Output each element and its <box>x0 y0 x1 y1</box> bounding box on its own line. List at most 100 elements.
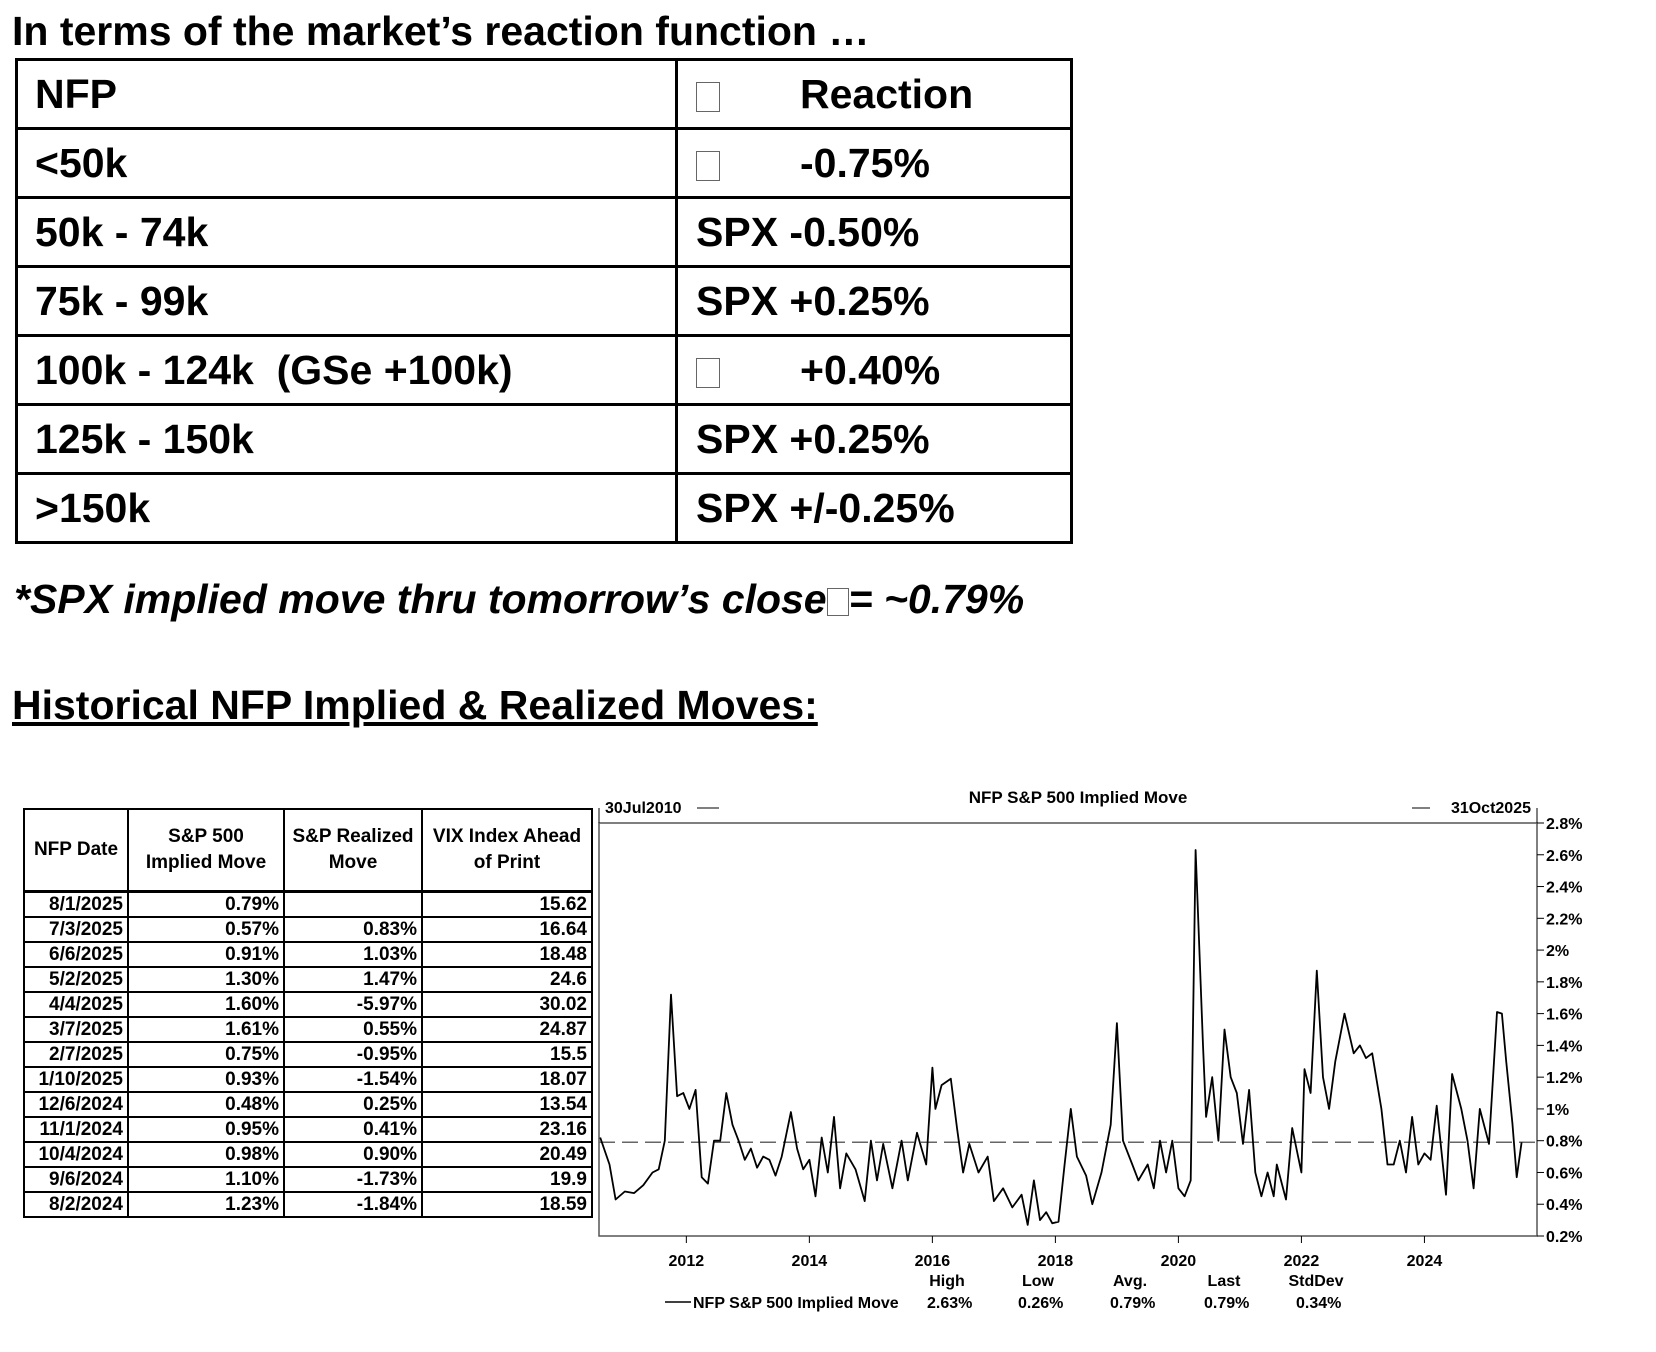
cell: 23.16 <box>421 1116 593 1143</box>
cell: 24.87 <box>421 1016 593 1043</box>
y-tick-label: 1.4% <box>1546 1038 1582 1055</box>
header-row: NFP Date S&P 500 Implied Move S&P Realized… <box>23 808 593 893</box>
glyph-box <box>696 357 720 388</box>
cell: -1.54% <box>283 1066 423 1093</box>
y-tick-label: 0.4% <box>1546 1197 1582 1214</box>
x-tick-label: 2018 <box>1038 1253 1074 1270</box>
cell: -1.73% <box>283 1166 423 1193</box>
cell: 1.10% <box>127 1166 285 1193</box>
table-row: 4/4/2025 1.60% -5.97% 30.02 <box>23 991 593 1018</box>
cell: 19.9 <box>421 1166 593 1193</box>
cell: 12/6/2024 <box>23 1091 129 1118</box>
cell: 24.6 <box>421 966 593 993</box>
table-row: 3/7/2025 1.61% 0.55% 24.87 <box>23 1016 593 1043</box>
cell: 7/3/2025 <box>23 916 129 943</box>
cell: 0.98% <box>127 1141 285 1168</box>
cell-text: +0.40% <box>800 346 941 393</box>
plot-frame <box>598 822 1538 1237</box>
x-tick-label: 2024 <box>1407 1253 1443 1270</box>
y-tick-label: 0.6% <box>1546 1165 1582 1182</box>
reaction-table: NFP Reaction <50k -0.75% 50k - 74k SPX -0.5… <box>15 58 1073 544</box>
cell: 0.25% <box>283 1091 423 1118</box>
end-date: 31Oct2025 <box>1451 800 1531 817</box>
header-cell: S&P 500 Implied Move <box>127 808 285 893</box>
stat-label: Last <box>1208 1273 1242 1290</box>
table-row: 100k - 124k (GSe +100k) +0.40% <box>15 334 1073 406</box>
cell: 0.95% <box>127 1116 285 1143</box>
cell: 9/6/2024 <box>23 1166 129 1193</box>
cell: 15.62 <box>421 890 593 918</box>
stat-label: StdDev <box>1288 1273 1343 1290</box>
cell-text: -0.75% <box>800 139 930 186</box>
table-row: 6/6/2025 0.91% 1.03% 18.48 <box>23 941 593 968</box>
cell: 1.60% <box>127 991 285 1018</box>
table-row: 75k - 99k SPX +0.25% <box>15 265 1073 337</box>
table-row: <50k -0.75% <box>15 127 1073 199</box>
cell: 10/4/2024 <box>23 1141 129 1168</box>
y-tick-label: 2% <box>1546 943 1569 960</box>
cell: 18.48 <box>421 941 593 968</box>
cell: SPX +0.25% <box>675 403 1073 475</box>
cell: 75k - 99k <box>15 265 678 337</box>
table-row: 125k - 150k SPX +0.25% <box>15 403 1073 475</box>
cell: <50k <box>15 127 678 199</box>
cell: 100k - 124k (GSe +100k) <box>15 334 678 406</box>
header-cell: NFP Date <box>23 808 129 893</box>
cell: 18.07 <box>421 1066 593 1093</box>
y-tick-label: 1% <box>1546 1102 1569 1119</box>
cell: -5.97% <box>283 991 423 1018</box>
stat-label: High <box>929 1273 965 1290</box>
cell: 50k - 74k <box>15 196 678 268</box>
stat-label: Avg. <box>1113 1273 1147 1290</box>
cell: +0.40% <box>675 334 1073 406</box>
cell: 8/2/2024 <box>23 1191 129 1218</box>
cell: 4/4/2025 <box>23 991 129 1018</box>
cell: 1/10/2025 <box>23 1066 129 1093</box>
page-title: In terms of the market’s reaction functi… <box>12 8 870 54</box>
table-row: 12/6/2024 0.48% 0.25% 13.54 <box>23 1091 593 1118</box>
stat-label: Low <box>1022 1273 1055 1290</box>
cell: 2/7/2025 <box>23 1041 129 1068</box>
x-tick-label: 2016 <box>915 1253 951 1270</box>
cell: 1.03% <box>283 941 423 968</box>
x-tick-label: 2022 <box>1284 1253 1320 1270</box>
stat-value: 0.79% <box>1204 1295 1249 1312</box>
cell: 0.75% <box>127 1041 285 1068</box>
x-tick-label: 2012 <box>669 1253 705 1270</box>
glyph-box <box>696 150 720 181</box>
header-cell: Reaction <box>675 58 1073 130</box>
header-cell: NFP <box>15 58 678 130</box>
cell: 0.41% <box>283 1116 423 1143</box>
table-row: 50k - 74k SPX -0.50% <box>15 196 1073 268</box>
cell: 0.91% <box>127 941 285 968</box>
table-row: 9/6/2024 1.10% -1.73% 19.9 <box>23 1166 593 1193</box>
history-table: NFP Date S&P 500 Implied Move S&P Realized… <box>23 808 593 1218</box>
chart: NFP S&P 500 Implied Move 30Jul2010 31Oct20… <box>598 788 1582 1312</box>
cell: 0.90% <box>283 1141 423 1168</box>
table-row: 2/7/2025 0.75% -0.95% 15.5 <box>23 1041 593 1068</box>
cell: 30.02 <box>421 991 593 1018</box>
table-row: 8/1/2025 0.79% 15.62 <box>23 890 593 918</box>
cell: 1.30% <box>127 966 285 993</box>
cell: 8/1/2025 <box>23 890 129 918</box>
y-tick-label: 2.8% <box>1546 816 1582 833</box>
cell: 1.61% <box>127 1016 285 1043</box>
table-row: 5/2/2025 1.30% 1.47% 24.6 <box>23 966 593 993</box>
cell: 0.83% <box>283 916 423 943</box>
cell: 1.23% <box>127 1191 285 1218</box>
y-tick-label: 1.8% <box>1546 975 1582 992</box>
x-tick-label: 2014 <box>792 1253 828 1270</box>
cell: -0.75% <box>675 127 1073 199</box>
cell: 0.48% <box>127 1091 285 1118</box>
series-line <box>599 849 1523 1226</box>
stat-value: 0.79% <box>1110 1295 1155 1312</box>
stat-value: 0.26% <box>1018 1295 1063 1312</box>
x-tick-label: 2020 <box>1161 1253 1197 1270</box>
table-row: 11/1/2024 0.95% 0.41% 23.16 <box>23 1116 593 1143</box>
chart-title: NFP S&P 500 Implied Move <box>969 788 1188 807</box>
note-text: *SPX implied move thru tomorrow’s close <box>14 576 827 622</box>
cell <box>283 890 423 918</box>
cell: 20.49 <box>421 1141 593 1168</box>
header-cell: VIX Index Ahead of Print <box>421 808 593 893</box>
